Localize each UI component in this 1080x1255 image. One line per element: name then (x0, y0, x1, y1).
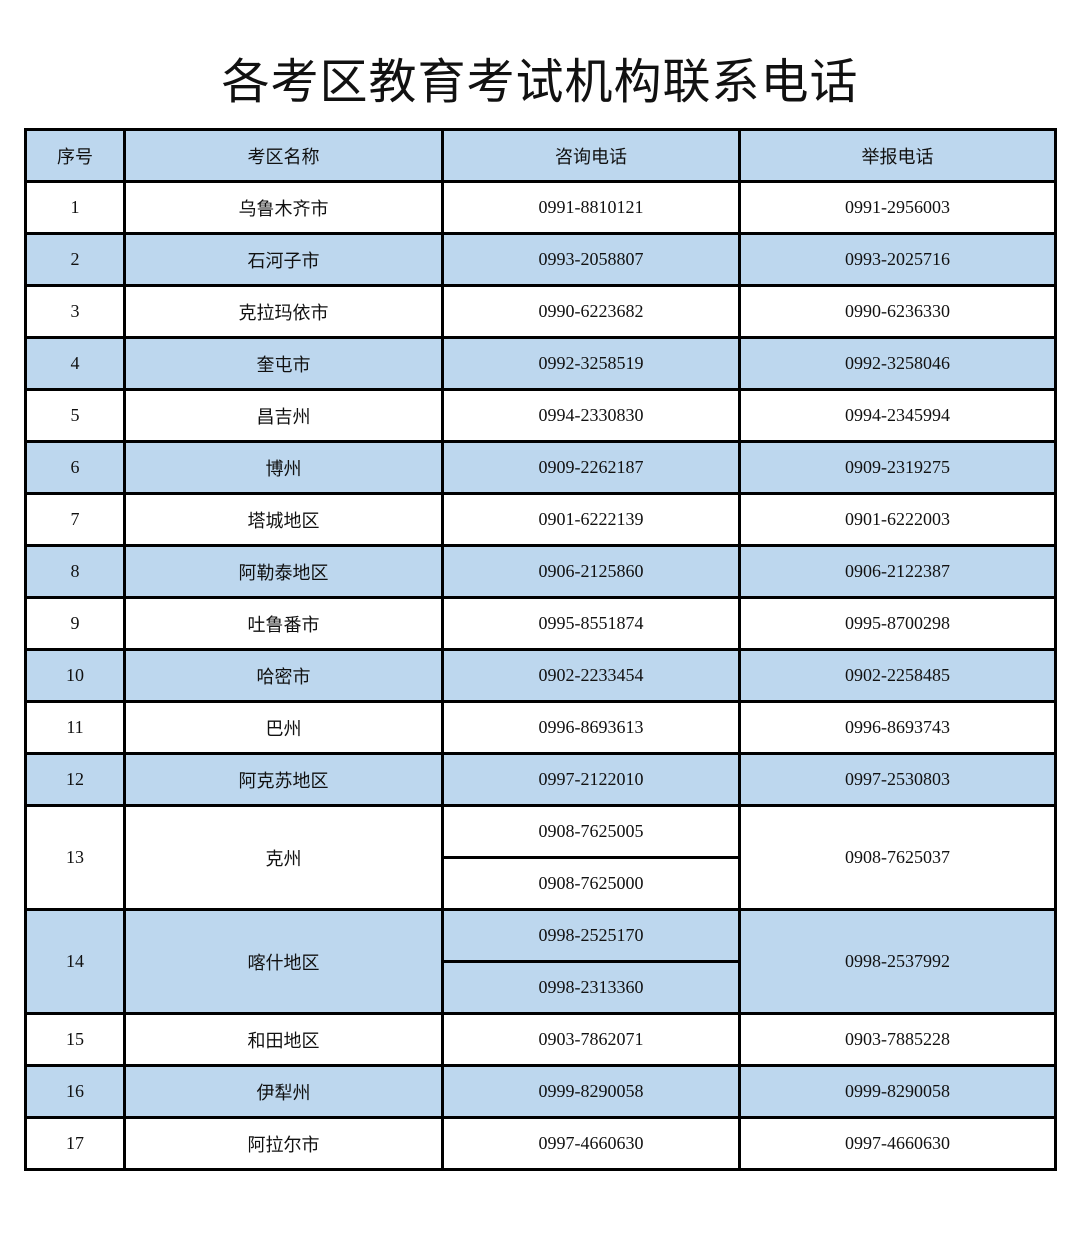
table-row: 16 伊犁州 0999-8290058 0999-8290058 (24, 1064, 1057, 1119)
consult-phone: 0997-2122010 (441, 752, 741, 807)
report-phone: 0903-7885228 (738, 1012, 1057, 1067)
region-name: 石河子市 (123, 232, 444, 287)
row-number: 8 (24, 544, 126, 599)
report-phone: 0996-8693743 (738, 700, 1057, 755)
table-row: 4 奎屯市 0992-3258519 0992-3258046 (24, 336, 1057, 391)
region-name: 克州 (123, 804, 444, 911)
report-phone: 0995-8700298 (738, 596, 1057, 651)
table-row: 9 吐鲁番市 0995-8551874 0995-8700298 (24, 596, 1057, 651)
row-number: 13 (24, 804, 126, 911)
row-number: 15 (24, 1012, 126, 1067)
table-row: 8 阿勒泰地区 0906-2125860 0906-2122387 (24, 544, 1057, 599)
table-row: 15 和田地区 0903-7862071 0903-7885228 (24, 1012, 1057, 1067)
table-row: 10 哈密市 0902-2233454 0902-2258485 (24, 648, 1057, 703)
report-phone: 0997-4660630 (738, 1116, 1057, 1171)
header-no: 序号 (24, 128, 126, 183)
consult-phone: 0999-8290058 (441, 1064, 741, 1119)
row-number: 5 (24, 388, 126, 443)
table-row: 1 乌鲁木齐市 0991-8810121 0991-2956003 (24, 180, 1057, 235)
table-header-row: 序号 考区名称 咨询电话 举报电话 (24, 128, 1057, 183)
row-number: 11 (24, 700, 126, 755)
table-row: 6 博州 0909-2262187 0909-2319275 (24, 440, 1057, 495)
header-report-phone: 举报电话 (738, 128, 1057, 183)
report-phone: 0992-3258046 (738, 336, 1057, 391)
row-number: 3 (24, 284, 126, 339)
region-name: 阿克苏地区 (123, 752, 444, 807)
row-number: 6 (24, 440, 126, 495)
report-phone: 0909-2319275 (738, 440, 1057, 495)
consult-phone: 0996-8693613 (441, 700, 741, 755)
consult-phone: 0908-7625005 (441, 804, 741, 859)
table-row-continuation: 0998-2313360 (26, 960, 1056, 1015)
table-row: 11 巴州 0996-8693613 0996-8693743 (24, 700, 1057, 755)
contact-table: 序号 考区名称 咨询电话 举报电话 1 乌鲁木齐市 0991-8810121 0991… (24, 128, 1057, 1171)
row-number: 4 (24, 336, 126, 391)
row-number: 9 (24, 596, 126, 651)
region-name: 塔城地区 (123, 492, 444, 547)
row-number: 12 (24, 752, 126, 807)
region-name: 巴州 (123, 700, 444, 755)
consult-phone: 0993-2058807 (441, 232, 741, 287)
region-name: 喀什地区 (123, 908, 444, 1015)
table-row: 12 阿克苏地区 0997-2122010 0997-2530803 (24, 752, 1057, 807)
consult-phone: 0902-2233454 (441, 648, 741, 703)
row-number: 7 (24, 492, 126, 547)
region-name: 吐鲁番市 (123, 596, 444, 651)
report-phone: 0999-8290058 (738, 1064, 1057, 1119)
region-name: 阿拉尔市 (123, 1116, 444, 1171)
consult-phone: 0998-2313360 (441, 960, 741, 1015)
region-name: 哈密市 (123, 648, 444, 703)
header-region: 考区名称 (123, 128, 444, 183)
table-row-continuation: 0908-7625000 (26, 856, 1056, 911)
region-name: 乌鲁木齐市 (123, 180, 444, 235)
consult-phone: 0901-6222139 (441, 492, 741, 547)
report-phone: 0998-2537992 (738, 908, 1057, 1015)
consult-phone: 0992-3258519 (441, 336, 741, 391)
consult-phone: 0995-8551874 (441, 596, 741, 651)
row-number: 17 (24, 1116, 126, 1171)
row-number: 16 (24, 1064, 126, 1119)
consult-phone: 0903-7862071 (441, 1012, 741, 1067)
header-consult-phone: 咨询电话 (441, 128, 741, 183)
report-phone: 0991-2956003 (738, 180, 1057, 235)
table-row: 7 塔城地区 0901-6222139 0901-6222003 (24, 492, 1057, 547)
region-name: 克拉玛依市 (123, 284, 444, 339)
report-phone: 0908-7625037 (738, 804, 1057, 911)
consult-phone: 0997-4660630 (441, 1116, 741, 1171)
report-phone: 0901-6222003 (738, 492, 1057, 547)
report-phone: 0990-6236330 (738, 284, 1057, 339)
table-row: 14 喀什地区 0998-2525170 0998-2537992 (24, 908, 1057, 1015)
table-row: 17 阿拉尔市 0997-4660630 0997-4660630 (24, 1116, 1057, 1171)
table-row: 5 昌吉州 0994-2330830 0994-2345994 (24, 388, 1057, 443)
report-phone: 0902-2258485 (738, 648, 1057, 703)
consult-phone: 0998-2525170 (441, 908, 741, 963)
report-phone: 0993-2025716 (738, 232, 1057, 287)
report-phone: 0906-2122387 (738, 544, 1057, 599)
consult-phone: 0991-8810121 (441, 180, 741, 235)
row-number: 14 (24, 908, 126, 1015)
region-name: 和田地区 (123, 1012, 444, 1067)
consult-phone: 0908-7625000 (441, 856, 741, 911)
report-phone: 0997-2530803 (738, 752, 1057, 807)
consult-phone: 0909-2262187 (441, 440, 741, 495)
report-phone: 0994-2345994 (738, 388, 1057, 443)
consult-phone: 0906-2125860 (441, 544, 741, 599)
consult-phone: 0994-2330830 (441, 388, 741, 443)
region-name: 伊犁州 (123, 1064, 444, 1119)
table-row: 2 石河子市 0993-2058807 0993-2025716 (24, 232, 1057, 287)
table-row: 3 克拉玛依市 0990-6223682 0990-6236330 (24, 284, 1057, 339)
row-number: 1 (24, 180, 126, 235)
region-name: 昌吉州 (123, 388, 444, 443)
region-name: 奎屯市 (123, 336, 444, 391)
row-number: 2 (24, 232, 126, 287)
page-title: 各考区教育考试机构联系电话 (221, 54, 859, 110)
table-row: 13 克州 0908-7625005 0908-7625037 (24, 804, 1057, 911)
consult-phone: 0990-6223682 (441, 284, 741, 339)
region-name: 阿勒泰地区 (123, 544, 444, 599)
row-number: 10 (24, 648, 126, 703)
region-name: 博州 (123, 440, 444, 495)
